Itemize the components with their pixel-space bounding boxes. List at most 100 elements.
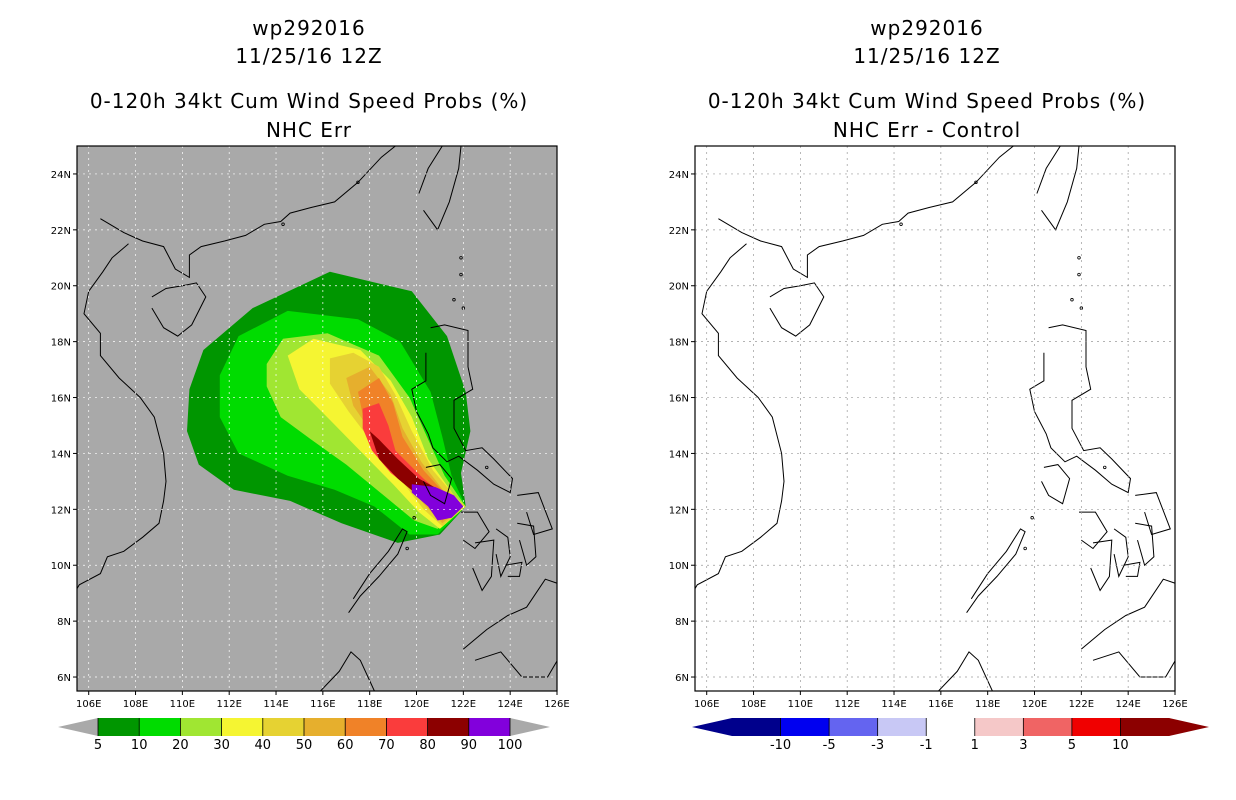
- contour-90-percent: [411, 484, 464, 521]
- coastline-borneo: [320, 651, 375, 691]
- y-tick-label: 12N: [51, 505, 71, 516]
- coastline-samar: [1135, 492, 1171, 536]
- colorbar-swatch: [1071, 718, 1121, 736]
- x-tick-label: 108E: [741, 699, 766, 710]
- colorbar-label: -3: [871, 738, 884, 753]
- colorbar-label: 5: [94, 738, 102, 753]
- x-tick-label: 118E: [975, 699, 1000, 710]
- y-tick-label: 16N: [669, 394, 689, 405]
- islet: [405, 546, 409, 551]
- coastline-palawan: [966, 528, 1026, 613]
- x-tick-label: 110E: [170, 699, 195, 710]
- y-tick-label: 20N: [669, 282, 689, 293]
- y-tick-label: 16N: [51, 394, 71, 405]
- colorbar-min-arrow: [58, 718, 98, 736]
- colorbar-label: -5: [823, 738, 836, 753]
- y-tick-label: 8N: [675, 617, 689, 628]
- colorbar-swatch: [732, 718, 782, 736]
- map-chart: 106E 108E 110E 112E 114E 116E 118E 120E 122E 124E…: [669, 145, 1209, 753]
- colorbar-swatch: [180, 718, 223, 736]
- chart-subtitle: NHC Err - Control: [832, 118, 1022, 142]
- coastline-mindoro: [423, 464, 453, 505]
- y-tick-label: 20N: [51, 282, 71, 293]
- chart-title: 0-120h 34kt Cum Wind Speed Probs (%): [707, 89, 1147, 113]
- colorbar-swatch: [1120, 718, 1170, 736]
- colorbar-swatch: [780, 718, 830, 736]
- colorbar-label: 30: [213, 738, 230, 753]
- y-tick-label: 8N: [57, 617, 71, 628]
- colorbar-swatch: [262, 718, 305, 736]
- coastline-mindanao: [462, 578, 557, 678]
- y-tick-label: 14N: [51, 449, 71, 460]
- chart-subtitle: NHC Err: [265, 118, 353, 142]
- coastline-luzon: [411, 324, 514, 494]
- colorbar-swatch: [468, 718, 511, 736]
- colorbar-label: 100: [498, 738, 523, 753]
- colorbar-label: -10: [770, 738, 791, 753]
- coastline-leyte: [517, 522, 537, 567]
- islet: [1077, 256, 1081, 260]
- coastline-borneo: [938, 651, 993, 691]
- islet: [459, 256, 463, 260]
- coastline-palawan: [348, 528, 408, 613]
- x-tick-label: 112E: [834, 699, 859, 710]
- x-tick-label: 114E: [881, 699, 906, 710]
- x-tick-label: 124E: [1115, 699, 1140, 710]
- islet: [1023, 546, 1027, 551]
- coastline-panay: [1079, 511, 1108, 550]
- colorbar-label: 5: [1068, 738, 1076, 753]
- analysis-time: 11/25/16 12Z: [853, 44, 1001, 68]
- coastline-mindanao: [1080, 578, 1175, 678]
- colorbar-label: 50: [296, 738, 313, 753]
- y-tick-label: 24N: [669, 170, 689, 181]
- islet: [1030, 516, 1034, 520]
- colorbar-label: 80: [419, 738, 436, 753]
- analysis-time: 11/25/16 12Z: [235, 44, 383, 68]
- map-layer: [77, 146, 557, 691]
- coastline-cebu: [1113, 528, 1129, 578]
- x-tick-label: 122E: [1069, 699, 1094, 710]
- map-layer: [695, 146, 1175, 691]
- y-tick-label: 10N: [51, 561, 71, 572]
- y-tick-label: 12N: [669, 505, 689, 516]
- panel-nhc-err: wp292016 11/25/16 12Z 0-120h 34kt Cum Wi…: [51, 16, 570, 753]
- colorbar-swatch: [386, 718, 429, 736]
- islet: [356, 180, 360, 185]
- islet: [412, 516, 416, 520]
- islet: [1103, 465, 1107, 470]
- coastline-panay: [461, 511, 490, 550]
- islet: [1077, 272, 1081, 277]
- x-tick-label: 126E: [544, 699, 569, 710]
- x-tick-label: 116E: [928, 699, 953, 710]
- colorbar-label: -1: [920, 738, 933, 753]
- colorbar-swatch: [829, 718, 879, 736]
- y-tick-label: 18N: [669, 338, 689, 349]
- storm-id: wp292016: [870, 16, 984, 40]
- x-tick-label: 106E: [694, 699, 719, 710]
- y-tick-label: 22N: [51, 226, 71, 237]
- colorbar-label: 10: [1112, 738, 1129, 753]
- x-tick-label: 112E: [216, 699, 241, 710]
- map-chart: 106E 108E 110E 112E 114E 116E 118E 120E 122E 124E…: [51, 145, 570, 753]
- colorbar-label: 60: [337, 738, 354, 753]
- colorbar-label: 1: [971, 738, 979, 753]
- coastline-vietnam: [695, 243, 785, 590]
- colorbar-swatch: [926, 718, 976, 736]
- coastline-chinaS: [718, 146, 1014, 279]
- x-tick-label: 118E: [357, 699, 382, 710]
- plot-area: [695, 146, 1175, 691]
- colorbar-swatch: [1023, 718, 1073, 736]
- colorbar-swatch: [221, 718, 264, 736]
- colorbar-swatch: [877, 718, 927, 736]
- y-tick-label: 14N: [669, 449, 689, 460]
- x-tick-label: 120E: [404, 699, 429, 710]
- colorbar-swatch: [345, 718, 387, 736]
- coastline-leyte: [1135, 522, 1155, 567]
- islet: [452, 298, 456, 302]
- storm-id: wp292016: [252, 16, 366, 40]
- y-tick-label: 10N: [669, 561, 689, 572]
- coastline-hainan: [151, 282, 207, 337]
- islet: [1070, 298, 1074, 302]
- islet: [459, 272, 463, 277]
- coastline-mindoro: [1041, 464, 1071, 505]
